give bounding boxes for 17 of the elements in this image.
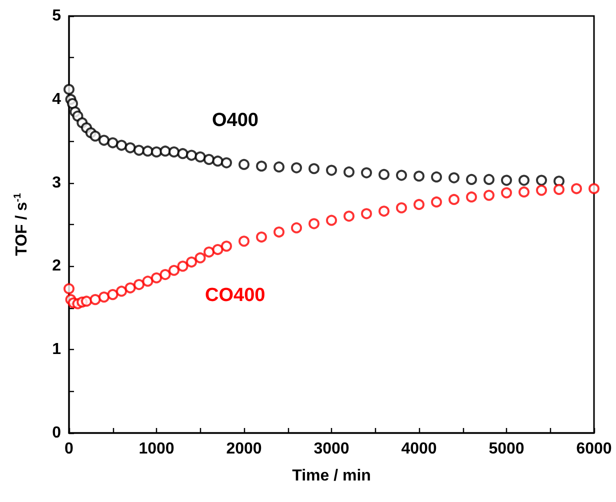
x-tick-label: 0	[64, 440, 74, 458]
x-tick-label: 3000	[314, 440, 350, 458]
x-tick-label: 5000	[488, 440, 524, 458]
x-tick-label: 4000	[401, 440, 437, 458]
y-tick-label: 2	[52, 258, 62, 275]
y-axis-title: TOF / s-1	[12, 192, 30, 256]
x-tick-label: 2000	[226, 440, 262, 458]
y-tick-label: 4	[52, 90, 62, 108]
series-label: CO400	[205, 285, 266, 306]
y-tick-label: 3	[52, 174, 62, 192]
y-tick-label: 5	[52, 8, 62, 24]
x-axis-title: Time / min	[292, 468, 371, 484]
y-tick-label: 1	[52, 341, 62, 358]
x-tick-label: 1000	[138, 440, 174, 458]
x-tick-label: 6000	[576, 440, 612, 458]
series-label: O400	[212, 110, 258, 131]
y-tick-label: 0	[52, 424, 62, 442]
